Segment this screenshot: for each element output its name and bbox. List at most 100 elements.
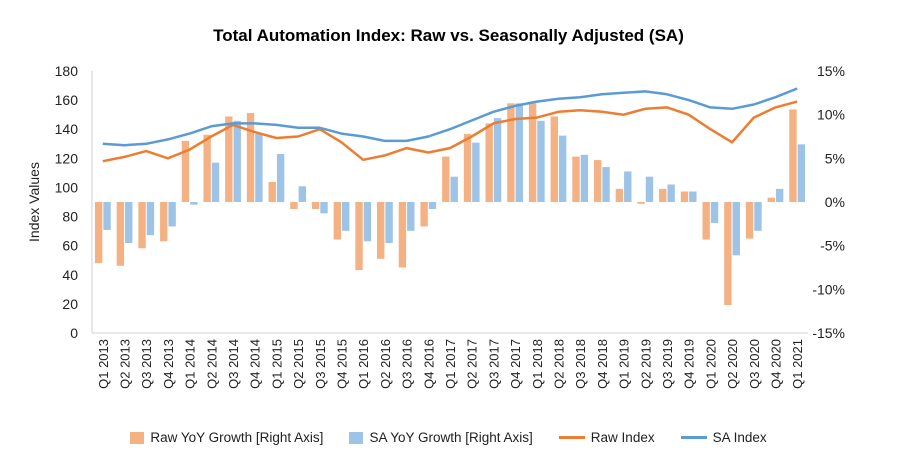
- x-tick-label-10: Q3 2015: [313, 339, 328, 389]
- sa-yoy-bar-11: [342, 202, 350, 231]
- y2-tick-label-4: 5%: [825, 150, 845, 166]
- x-tick-label-23: Q4 2018: [595, 339, 610, 389]
- x-tick-label-28: Q1 2020: [703, 339, 718, 389]
- raw-yoy-bar-25: [637, 202, 645, 204]
- sa-yoy-bar-2: [146, 202, 155, 236]
- x-tick-label-16: Q1 2017: [443, 339, 458, 389]
- raw-yoy-bar-6: [225, 116, 233, 202]
- sa-yoy-bar-20: [537, 120, 545, 202]
- x-tick-label-14: Q3 2016: [400, 339, 415, 389]
- x-tick-label-17: Q2 2017: [465, 339, 480, 389]
- legend-item-raw-index: Raw Index: [558, 430, 655, 445]
- x-tick-label-29: Q2 2020: [725, 339, 740, 389]
- sa-yoy-bar-13: [385, 202, 393, 244]
- sa-yoy-bar-30: [754, 202, 762, 231]
- sa-yoy-bar-15: [428, 202, 437, 209]
- x-tick-label-0: Q1 2013: [96, 339, 111, 389]
- y-tick-label-3: 60: [62, 238, 78, 254]
- raw-yoy-bar-18: [485, 123, 493, 202]
- raw-yoy-bar-13: [377, 202, 385, 259]
- sa-yoy-bar-9: [298, 186, 306, 202]
- x-tick-label-3: Q4 2013: [161, 339, 176, 389]
- raw-yoy-bar-10: [311, 202, 320, 209]
- raw-yoy-bar-16: [442, 156, 450, 202]
- sa-yoy-bar-7: [255, 133, 263, 202]
- sa-yoy-bar-1: [125, 202, 133, 244]
- y2-tick-label-0: -15%: [812, 325, 845, 341]
- raw-yoy-bar-28: [702, 202, 710, 240]
- y-tick-label-0: 0: [70, 325, 78, 341]
- sa-yoy-bar-25: [645, 176, 654, 202]
- raw-yoy-bar-7: [246, 112, 255, 202]
- x-tick-label-26: Q3 2019: [660, 339, 675, 389]
- x-tick-label-6: Q3 2014: [226, 339, 241, 389]
- raw-yoy-bar-15: [420, 202, 428, 227]
- sa-yoy-bar-0: [103, 202, 111, 230]
- x-tick-label-25: Q2 2019: [638, 339, 653, 389]
- y-tick-label-4: 80: [62, 209, 78, 225]
- raw-yoy-bar-17: [463, 133, 472, 202]
- sa-yoy-bar-24: [624, 171, 632, 202]
- raw-yoy-bar-31: [767, 197, 775, 202]
- raw-yoy-bar-4: [181, 140, 190, 202]
- sa-yoy-bar-5: [211, 162, 220, 202]
- y2-tick-label-5: 10%: [817, 107, 845, 123]
- legend-swatch-sa-yoy: [349, 431, 364, 444]
- sa-yoy-bar-18: [493, 118, 502, 202]
- y-tick-label-2: 40: [62, 267, 78, 283]
- sa-yoy-bar-10: [320, 202, 328, 214]
- x-tick-label-8: Q1 2015: [269, 339, 284, 389]
- y-tick-label-9: 180: [55, 63, 79, 79]
- x-tick-label-12: Q1 2016: [356, 339, 371, 389]
- x-tick-label-7: Q4 2014: [248, 339, 263, 389]
- sa-yoy-bar-31: [775, 188, 784, 202]
- raw-yoy-bar-19: [507, 103, 515, 202]
- raw-yoy-bar-21: [550, 116, 558, 202]
- raw-yoy-bar-0: [94, 202, 103, 264]
- raw-yoy-bar-12: [355, 202, 363, 271]
- sa-yoy-bar-21: [558, 135, 567, 202]
- x-tick-label-31: Q4 2020: [769, 339, 784, 389]
- y-tick-label-8: 160: [55, 92, 79, 108]
- y-axis-title: Index Values: [26, 162, 42, 242]
- legend-item-sa-index: SA Index: [680, 430, 767, 445]
- sa-index-line: [102, 87, 798, 147]
- raw-yoy-bar-23: [594, 160, 602, 202]
- raw-yoy-bar-3: [160, 202, 168, 242]
- chart-title: Total Automation Index: Raw vs. Seasonal…: [213, 26, 684, 45]
- y2-tick-label-2: -5%: [820, 238, 845, 254]
- x-tick-label-4: Q1 2014: [183, 339, 198, 389]
- raw-yoy-bar-22: [572, 156, 580, 202]
- sa-yoy-bar-29: [732, 202, 740, 256]
- raw-yoy-bar-32: [789, 109, 797, 202]
- sa-yoy-bar-32: [797, 144, 806, 202]
- raw-yoy-bar-27: [680, 191, 689, 202]
- x-tick-label-13: Q2 2016: [378, 339, 393, 389]
- x-tick-label-32: Q1 2021: [790, 339, 805, 389]
- legend-swatch-raw-index: [558, 436, 585, 439]
- legend-label-sa-yoy: SA YoY Growth [Right Axis]: [369, 430, 533, 445]
- raw-yoy-bar-20: [528, 103, 537, 202]
- x-tick-label-22: Q3 2018: [573, 339, 588, 389]
- sa-yoy-bar-26: [667, 184, 675, 202]
- legend-label-raw-index: Raw Index: [590, 430, 655, 445]
- y-tick-label-5: 100: [55, 179, 79, 195]
- x-tick-label-5: Q2 2014: [204, 339, 219, 389]
- raw-yoy-bar-9: [290, 202, 298, 209]
- raw-yoy-bar-29: [724, 202, 732, 306]
- x-tick-label-30: Q3 2020: [747, 339, 762, 389]
- y2-tick-label-1: -10%: [812, 281, 845, 297]
- legend: Raw YoY Growth [Right Axis] SA YoY Growt…: [0, 430, 897, 445]
- sa-yoy-bar-27: [689, 191, 697, 202]
- sa-yoy-bar-17: [472, 142, 480, 202]
- y-tick-label-6: 120: [55, 150, 79, 166]
- sa-yoy-bar-23: [602, 167, 610, 202]
- legend-label-sa-index: SA Index: [712, 430, 767, 445]
- legend-item-raw-yoy: Raw YoY Growth [Right Axis]: [130, 430, 323, 445]
- raw-yoy-bar-8: [268, 181, 276, 202]
- x-tick-label-11: Q4 2015: [335, 339, 350, 389]
- x-tick-label-24: Q1 2019: [617, 339, 632, 389]
- x-tick-label-27: Q4 2019: [682, 339, 697, 389]
